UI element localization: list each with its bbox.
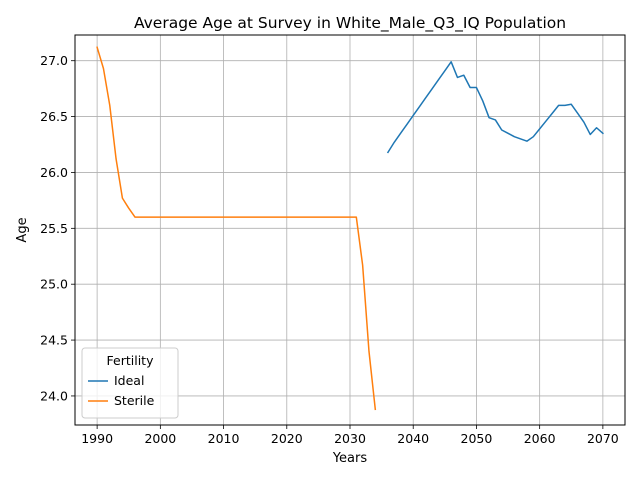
y-tick-label: 25.0 xyxy=(40,277,68,292)
legend-title: Fertility xyxy=(107,353,155,368)
legend-label-sterile: Sterile xyxy=(114,393,155,408)
series-line-ideal xyxy=(386,61,604,154)
chart-title: Average Age at Survey in White_Male_Q3_I… xyxy=(134,14,566,33)
y-tick-label: 25.5 xyxy=(40,221,68,236)
grid-lines xyxy=(75,35,625,425)
series-lines xyxy=(96,46,604,411)
x-tick-label: 2010 xyxy=(208,431,240,446)
x-tick-label: 2070 xyxy=(587,431,619,446)
x-tick-label: 2060 xyxy=(524,431,556,446)
y-axis-ticks: 24.0 24.5 25.0 25.5 26.0 26.5 27.0 xyxy=(40,53,75,403)
x-tick-label: 2030 xyxy=(334,431,366,446)
y-tick-label: 27.0 xyxy=(40,53,68,68)
legend-label-ideal: Ideal xyxy=(114,373,144,388)
y-tick-label: 26.5 xyxy=(40,109,68,124)
series-line-sterile xyxy=(96,46,377,411)
x-tick-label: 2050 xyxy=(461,431,493,446)
y-tick-label: 26.0 xyxy=(40,165,68,180)
x-tick-label: 1990 xyxy=(81,431,113,446)
x-axis-label: Years xyxy=(332,451,368,466)
x-axis-ticks: 1990 2000 2010 2020 2030 2040 2050 2060 2070 xyxy=(81,425,619,446)
x-tick-label: 2040 xyxy=(397,431,429,446)
y-tick-label: 24.0 xyxy=(40,388,68,403)
legend: Fertility Ideal Sterile xyxy=(81,347,179,419)
x-tick-label: 2020 xyxy=(271,431,303,446)
y-axis-label: Age xyxy=(15,217,30,242)
x-tick-label: 2000 xyxy=(144,431,176,446)
y-tick-label: 24.5 xyxy=(40,333,68,348)
